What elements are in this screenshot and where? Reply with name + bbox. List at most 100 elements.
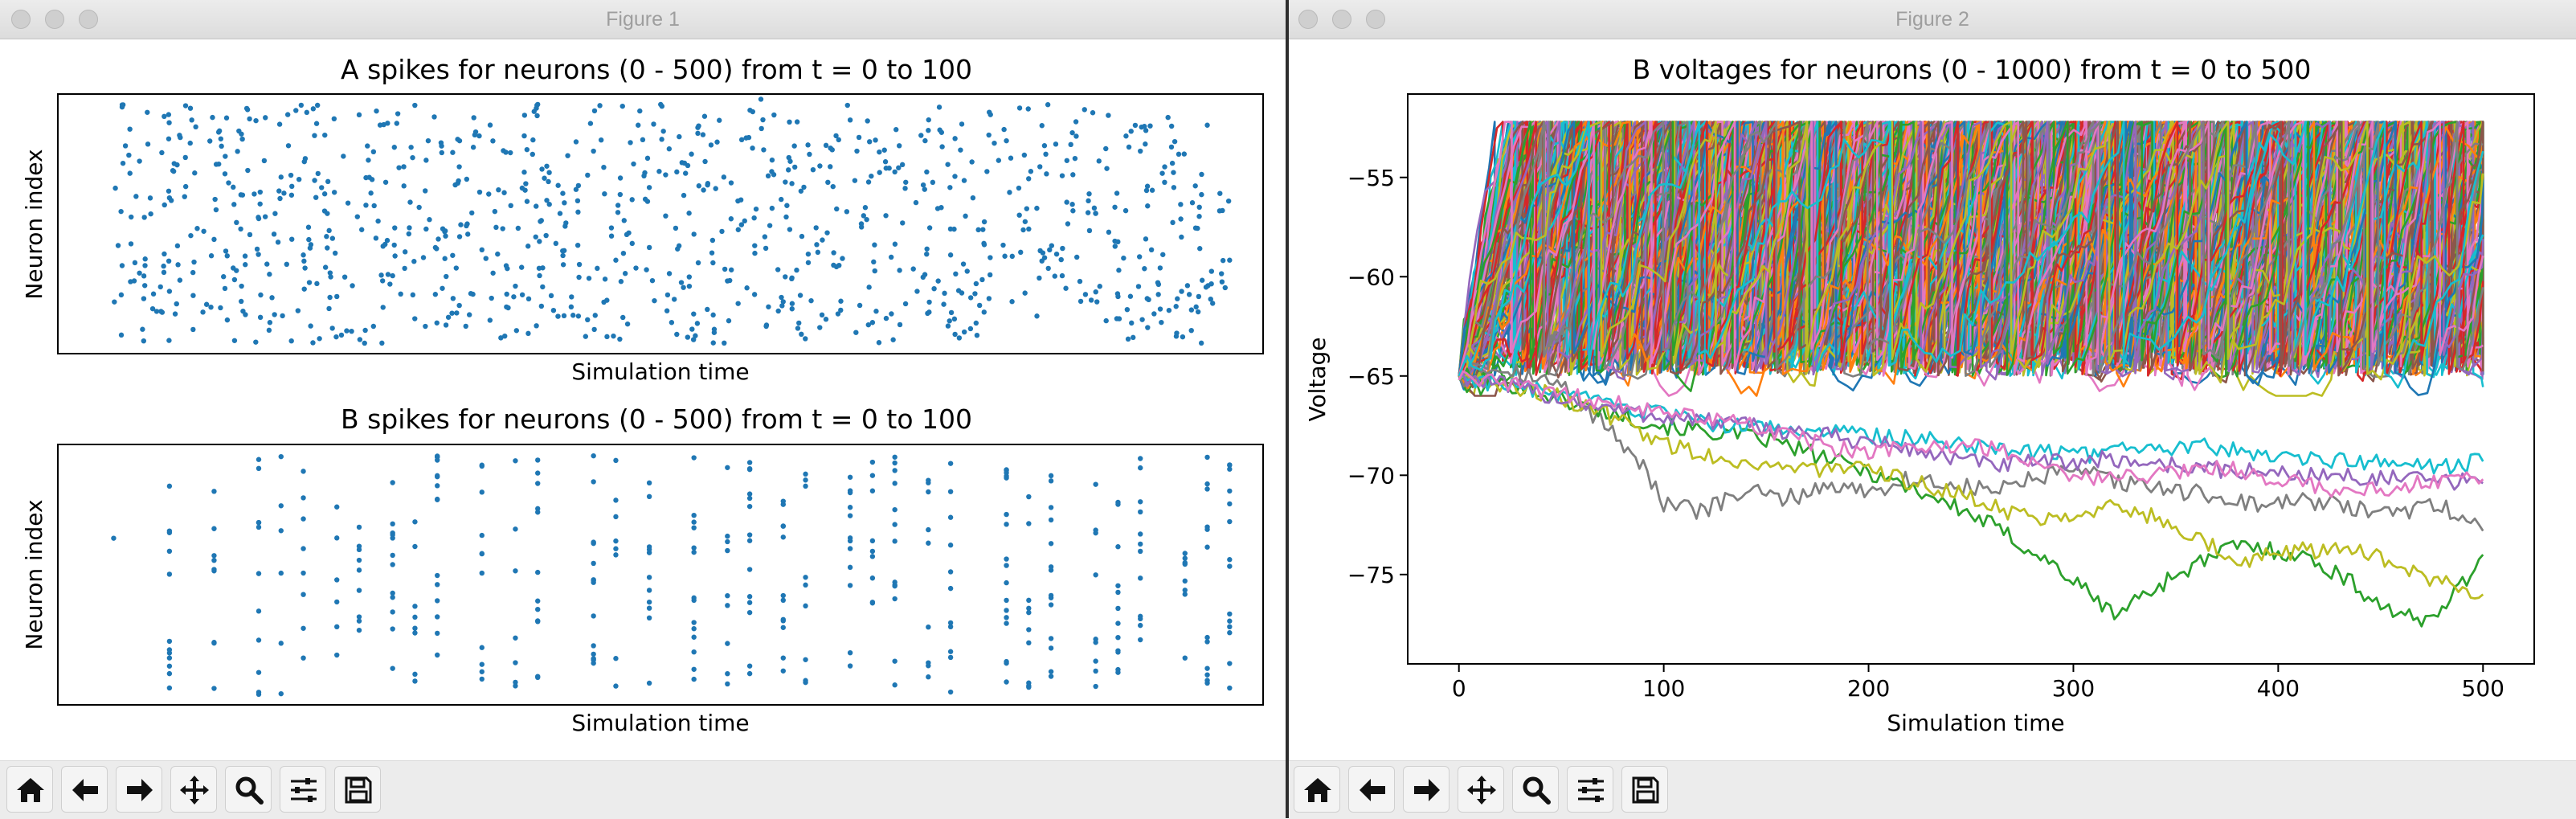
spike-point xyxy=(1171,138,1178,145)
spike-point xyxy=(301,252,306,258)
subplots-button[interactable] xyxy=(1567,766,1613,813)
spike-point xyxy=(284,261,289,268)
spike-point xyxy=(222,171,228,177)
forward-button[interactable] xyxy=(116,766,162,813)
spike-point xyxy=(394,121,400,126)
spike-point xyxy=(725,681,730,687)
spike-point xyxy=(694,321,701,326)
spike-point xyxy=(190,326,196,333)
spike-point xyxy=(903,179,909,185)
y-tick-label: −70 xyxy=(1347,462,1395,489)
close-window-button[interactable] xyxy=(1298,10,1318,29)
spike-point xyxy=(1093,637,1098,642)
spike-point xyxy=(302,265,308,271)
spike-point xyxy=(1009,299,1015,305)
figure-2-canvas[interactable]: B voltages for neurons (0 - 1000) from t… xyxy=(1289,0,2576,760)
spike-point xyxy=(646,185,652,190)
spike-point xyxy=(760,117,766,123)
spike-point xyxy=(1026,226,1032,232)
spike-point xyxy=(691,545,697,551)
spike-point xyxy=(536,265,542,271)
save-button[interactable] xyxy=(334,766,381,813)
spike-point xyxy=(518,264,525,270)
spike-point xyxy=(695,130,701,137)
subplots-button[interactable] xyxy=(280,766,326,813)
spike-point xyxy=(1048,636,1054,641)
spike-point xyxy=(560,262,566,268)
spike-point xyxy=(942,290,947,297)
spike-point xyxy=(141,283,148,289)
spike-point xyxy=(708,142,714,148)
back-button[interactable] xyxy=(61,766,108,813)
spike-points xyxy=(112,96,1233,346)
spike-point xyxy=(162,251,167,257)
minimize-window-button[interactable] xyxy=(1332,10,1351,29)
spike-point xyxy=(211,489,217,494)
spike-point xyxy=(555,182,561,188)
spike-point xyxy=(691,666,697,672)
spike-point xyxy=(967,295,974,301)
save-button[interactable] xyxy=(1621,766,1668,813)
spike-point xyxy=(1004,579,1009,586)
spike-point xyxy=(673,225,679,231)
spike-point xyxy=(174,243,181,249)
spike-point xyxy=(728,216,734,222)
spike-point xyxy=(535,457,541,463)
pan-button[interactable] xyxy=(1458,766,1504,813)
spike-point xyxy=(1082,292,1089,297)
spike-point xyxy=(947,514,954,520)
spike-point xyxy=(725,641,730,646)
spike-point xyxy=(711,330,718,335)
spike-point xyxy=(710,340,716,346)
spike-point xyxy=(402,265,407,272)
maximize-window-button[interactable] xyxy=(1366,10,1385,29)
back-button[interactable] xyxy=(1348,766,1395,813)
spike-point xyxy=(1045,265,1051,272)
spike-point xyxy=(256,465,262,472)
spike-point xyxy=(601,299,607,305)
figure-1-titlebar[interactable]: Figure 1 xyxy=(0,0,1286,39)
spike-point xyxy=(390,552,395,559)
spike-point xyxy=(1138,531,1143,537)
home-button[interactable] xyxy=(6,766,53,813)
spike-point xyxy=(700,132,706,137)
zoom-button[interactable] xyxy=(1512,766,1559,813)
spike-point xyxy=(272,312,277,317)
spike-point xyxy=(133,194,139,199)
spike-point xyxy=(373,235,379,241)
spike-point xyxy=(686,274,692,280)
spike-point xyxy=(440,285,445,291)
spike-point xyxy=(385,272,391,277)
spike-point xyxy=(301,516,306,522)
figure-2-titlebar[interactable]: Figure 2 xyxy=(1289,0,2576,39)
spike-point xyxy=(1131,334,1136,341)
maximize-window-button[interactable] xyxy=(79,10,98,29)
spike-point xyxy=(315,170,321,177)
spike-point xyxy=(758,125,764,132)
spike-point xyxy=(591,539,596,545)
spike-point xyxy=(211,553,217,559)
spike-point xyxy=(382,241,388,248)
forward-button[interactable] xyxy=(1403,766,1450,813)
zoom-button[interactable] xyxy=(225,766,272,813)
pan-button[interactable] xyxy=(170,766,217,813)
close-window-button[interactable] xyxy=(11,10,31,29)
spike-point xyxy=(476,133,482,139)
spike-point xyxy=(1073,119,1079,125)
voltage-trace xyxy=(1458,121,2484,384)
spike-point xyxy=(356,588,362,593)
spike-point xyxy=(752,250,758,256)
spike-point xyxy=(530,151,535,158)
figure-1-canvas[interactable]: A spikes for neurons (0 - 500) from t = … xyxy=(0,0,1286,760)
spike-point xyxy=(799,331,804,338)
minimize-window-button[interactable] xyxy=(45,10,64,29)
spike-point xyxy=(410,154,415,161)
spike-point xyxy=(691,634,697,640)
spike-point xyxy=(366,158,371,163)
spike-point xyxy=(166,685,173,691)
spike-point xyxy=(435,483,440,489)
spike-point xyxy=(550,307,557,313)
spike-point xyxy=(243,312,248,317)
spike-point xyxy=(1063,285,1069,291)
home-button[interactable] xyxy=(1294,766,1340,813)
